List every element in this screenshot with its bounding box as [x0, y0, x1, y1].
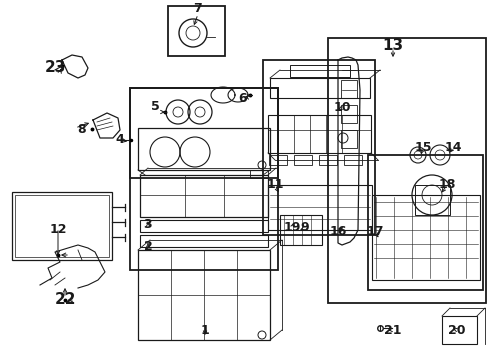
Bar [340, 130, 356, 148]
Text: 12: 12 [49, 224, 67, 237]
Bar [267, 185, 371, 230]
Text: 11: 11 [265, 179, 283, 192]
Bar [269, 78, 369, 98]
Bar [263, 60, 374, 235]
Bar [327, 38, 485, 303]
Bar [340, 105, 356, 123]
Bar [293, 155, 311, 165]
Text: 3: 3 [143, 219, 152, 231]
Text: 16: 16 [328, 225, 346, 238]
Bar [318, 155, 336, 165]
Text: 19: 19 [283, 221, 300, 234]
Bar [267, 115, 370, 153]
Text: 17: 17 [366, 225, 383, 238]
Bar [280, 215, 321, 245]
Text: 13: 13 [382, 37, 403, 53]
Text: 2: 2 [143, 240, 152, 253]
Bar [130, 88, 278, 178]
Text: 7: 7 [193, 1, 202, 14]
Text: 6: 6 [238, 91, 247, 104]
Bar [367, 155, 482, 290]
Bar [15, 195, 109, 257]
Bar [371, 195, 479, 280]
Bar [130, 88, 278, 270]
Text: 5: 5 [150, 100, 159, 113]
Text: 21: 21 [384, 324, 401, 337]
Text: 15: 15 [413, 141, 431, 154]
Text: 22: 22 [54, 292, 76, 307]
Text: 1: 1 [200, 324, 209, 337]
Text: 20: 20 [447, 324, 465, 337]
Bar [249, 170, 267, 178]
Bar [441, 316, 476, 344]
Bar [140, 175, 267, 217]
Text: 9: 9 [300, 221, 309, 234]
Bar [12, 192, 112, 260]
Text: 23: 23 [44, 60, 65, 76]
Bar [340, 80, 356, 98]
Text: 18: 18 [437, 179, 455, 192]
Bar [140, 235, 267, 247]
Text: 10: 10 [332, 102, 350, 114]
Bar [138, 128, 269, 170]
Bar [168, 6, 224, 56]
Text: 8: 8 [78, 123, 86, 136]
Bar [138, 250, 269, 340]
Text: 14: 14 [443, 141, 461, 154]
Bar [140, 220, 267, 232]
Bar [343, 155, 361, 165]
Text: 4: 4 [115, 134, 124, 147]
Bar [414, 185, 449, 215]
Bar [268, 155, 286, 165]
Bar [289, 65, 349, 77]
